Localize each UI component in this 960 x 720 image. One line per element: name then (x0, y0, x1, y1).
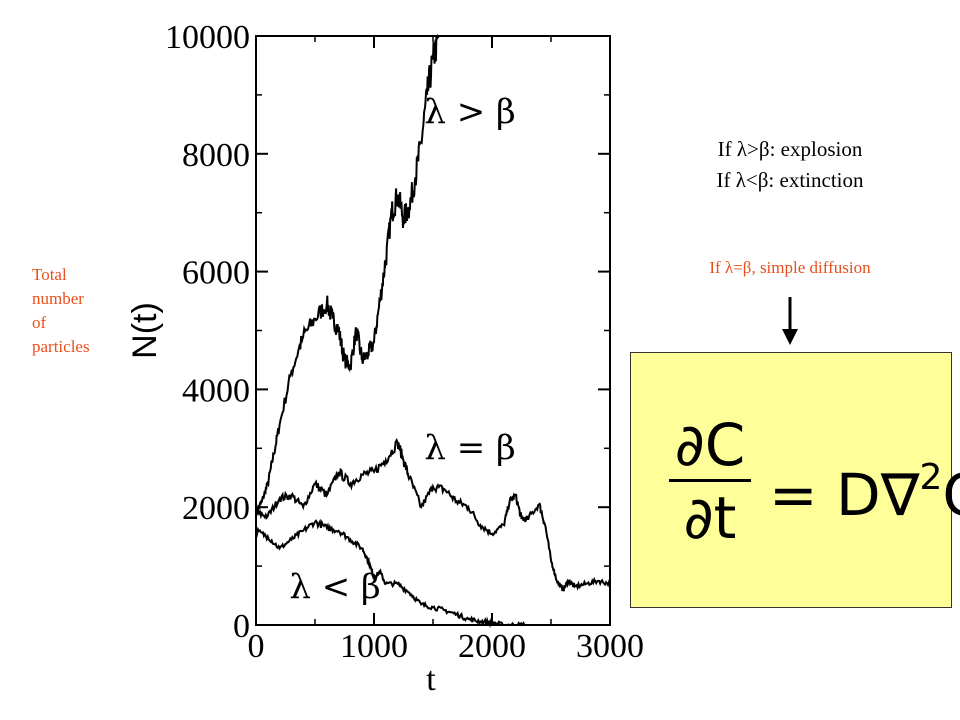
x-tick-label: 3000 (576, 628, 644, 665)
note-diffusion: If λ=β, simple diffusion (709, 258, 871, 277)
y-tick-label: 0 (233, 608, 250, 645)
side-label-line-2: number (32, 289, 84, 308)
equation-fraction: ∂C ∂t (669, 413, 751, 550)
side-label-line-4: particles (32, 337, 90, 356)
y-tick-label: 10000 (165, 19, 250, 56)
y-tick-label: 6000 (182, 255, 250, 292)
x-tick-label: 2000 (458, 628, 526, 665)
diffusion-equation-box: ∂C ∂t = D∇2C (630, 352, 960, 608)
note-explosion: If λ>β: explosion (717, 137, 863, 161)
x-axis-label: t (426, 661, 436, 698)
series-annotation-3: λ < β (289, 567, 380, 607)
equation-rhs-prefix: = D∇ (769, 461, 920, 529)
y-axis-label: N(t) (126, 302, 164, 359)
equation-rhs-suffix: C (942, 461, 960, 529)
series-line-1 (255, 33, 440, 516)
series-annotation-2: λ = β (424, 428, 515, 468)
equation-rhs: = D∇2C (769, 446, 960, 527)
arrow-down-icon (782, 297, 798, 345)
note-extinction: If λ<β: extinction (716, 168, 864, 192)
x-tick-label: 1000 (340, 628, 408, 665)
series-annotation-1: λ > β (424, 92, 515, 132)
equation-numerator: ∂C (674, 411, 746, 479)
equation-denominator: ∂t (683, 484, 737, 552)
y-tick-label: 8000 (182, 137, 250, 174)
y-tick-label: 4000 (182, 372, 250, 409)
side-label-line-3: of (32, 313, 47, 332)
equation-exponent: 2 (919, 457, 943, 498)
series-line-3 (255, 518, 526, 629)
fraction-bar (669, 479, 751, 482)
y-tick-label: 2000 (182, 490, 250, 527)
series-line-2 (255, 437, 611, 592)
x-tick-label: 0 (248, 628, 265, 665)
total-particles-label: Total number of particles (32, 263, 122, 359)
side-label-line-1: Total (32, 265, 67, 284)
